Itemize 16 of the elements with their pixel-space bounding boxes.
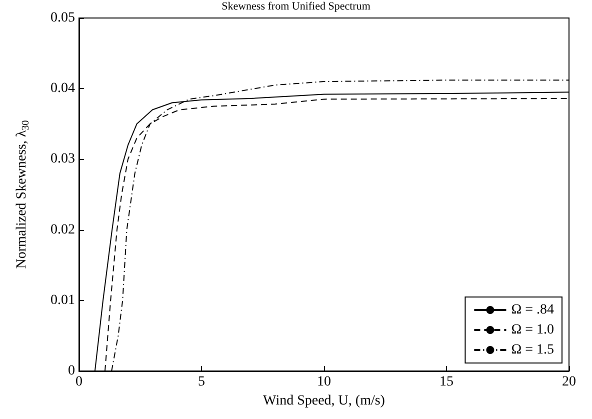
x-tick-label: 15 bbox=[440, 374, 454, 390]
x-tick-label: 10 bbox=[317, 374, 331, 390]
y-axis-title: Normalized Skewness, λ30 bbox=[14, 120, 32, 269]
x-tick-label: 20 bbox=[562, 374, 576, 390]
y-tick-label: 0 bbox=[68, 364, 75, 378]
legend-label: Ω = .84 bbox=[511, 302, 554, 318]
chart-title: Skewness from Unified Spectrum bbox=[222, 0, 371, 12]
x-axis-title: Wind Speed, U, (m/s) bbox=[263, 393, 386, 408]
x-tick-label: 5 bbox=[198, 374, 205, 390]
y-tick-label: 0.04 bbox=[50, 81, 75, 96]
y-tick-label: 0.03 bbox=[50, 152, 75, 167]
y-tick-label: 0.05 bbox=[50, 10, 75, 26]
legend-label: Ω = 1.0 bbox=[511, 322, 554, 338]
y-tick-label: 0.02 bbox=[50, 222, 75, 238]
y-tick-label: 0.01 bbox=[50, 292, 75, 308]
legend-label: Ω = 1.5 bbox=[511, 342, 554, 358]
